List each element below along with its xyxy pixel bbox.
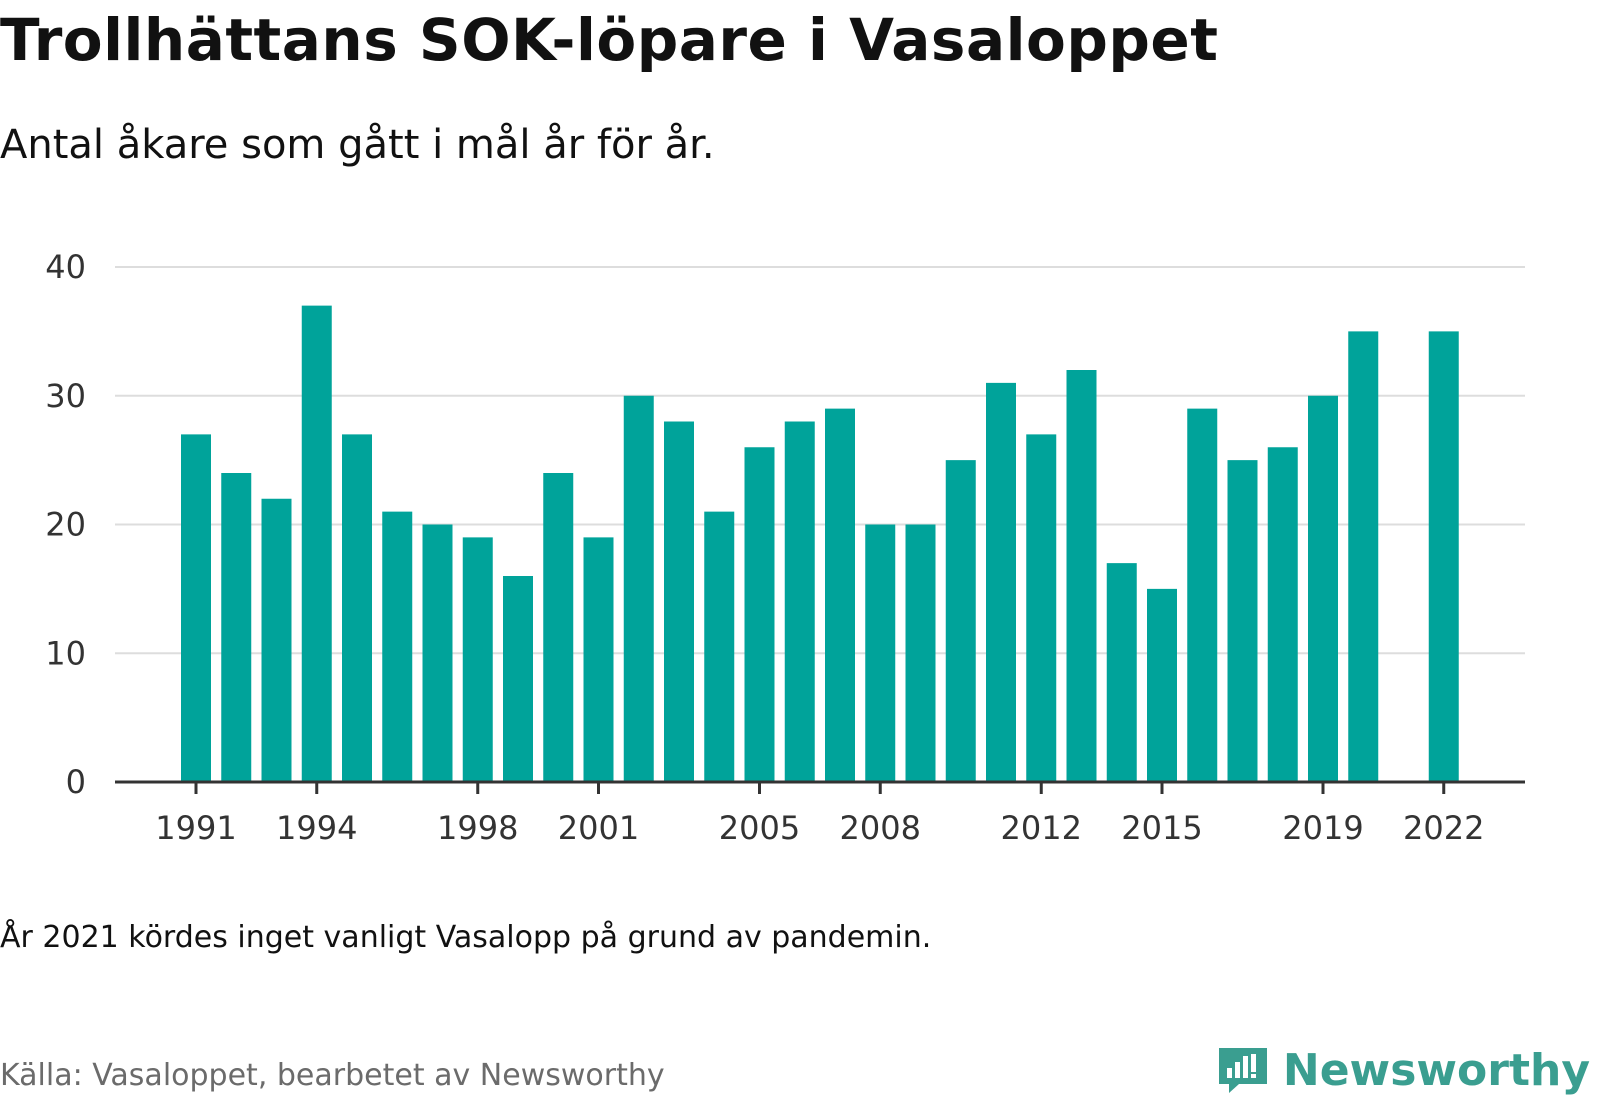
chart-note: År 2021 kördes inget vanligt Vasalopp på… [0, 920, 932, 955]
bar [382, 511, 413, 782]
bar [664, 421, 694, 782]
bar [865, 524, 896, 782]
brand-logo: Newsworthy [1217, 1040, 1590, 1100]
x-tick-label: 2008 [840, 809, 921, 847]
bar [945, 460, 976, 782]
x-tick-label: 2022 [1403, 809, 1484, 847]
chart-subtitle: Antal åkare som gått i mål år för år. [0, 122, 715, 168]
bar [704, 511, 735, 782]
bar [342, 434, 372, 782]
x-tick-label: 2019 [1282, 809, 1363, 847]
y-tick-label: 0 [66, 763, 86, 801]
brand-name: Newsworthy [1282, 1044, 1590, 1096]
bar [301, 305, 332, 782]
bar [986, 382, 1016, 782]
bar [623, 395, 654, 782]
bar [422, 524, 453, 782]
x-tick-label: 1994 [276, 809, 357, 847]
x-tick-label: 2015 [1121, 809, 1202, 847]
bar [1066, 370, 1097, 782]
bar [1428, 331, 1459, 782]
bar [825, 408, 855, 782]
bar [784, 421, 815, 782]
y-tick-label: 40 [45, 248, 86, 286]
chart-title: Trollhättans SOK-löpare i Vasaloppet [0, 6, 1219, 74]
bar [503, 576, 533, 782]
y-tick-label: 10 [45, 634, 86, 672]
bar [744, 447, 775, 782]
x-tick-label: 2005 [719, 809, 800, 847]
x-tick-label: 1991 [155, 809, 236, 847]
bar [1187, 408, 1218, 782]
newsworthy-logo-icon [1218, 1048, 1267, 1093]
bar [1147, 588, 1177, 782]
bar [181, 434, 211, 782]
bar-chart: 0 10 20 30 40 1991 1994 1998 2001 2005 2008 2012 201… [45, 248, 1525, 847]
y-tick-label: 20 [45, 506, 86, 544]
bar [583, 537, 614, 782]
x-tick-label: 1998 [437, 809, 518, 847]
bar [1308, 395, 1338, 782]
bar [1348, 331, 1379, 782]
bar [1227, 460, 1258, 782]
x-tick-label: 2012 [1001, 809, 1082, 847]
bar [543, 473, 574, 782]
bar [221, 473, 252, 782]
x-tick-label: 2001 [558, 809, 639, 847]
y-tick-label: 30 [45, 377, 86, 415]
bar [905, 524, 936, 782]
bar [462, 537, 493, 782]
bar [1026, 434, 1057, 782]
bar [1106, 563, 1137, 782]
bar [1267, 447, 1298, 782]
bar [261, 498, 292, 782]
source-text: Källa: Vasaloppet, bearbetet av Newswort… [0, 1058, 665, 1093]
